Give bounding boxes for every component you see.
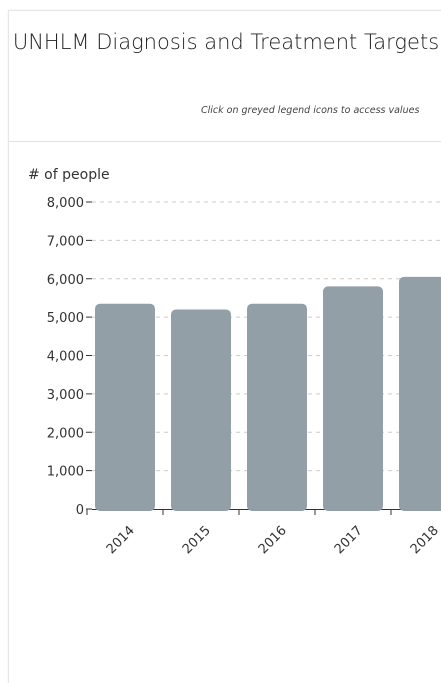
bar-2018[interactable] bbox=[399, 276, 441, 511]
x-tick-label: 2014 bbox=[104, 523, 138, 557]
y-tick-label: 8,000 bbox=[47, 196, 84, 211]
y-axis-label: # of people bbox=[28, 167, 110, 183]
chart-header: UNHLM Diagnosis and Treatment Targets Cl… bbox=[9, 11, 441, 142]
x-tick-label: 2016 bbox=[256, 523, 290, 557]
y-tick-label: 4,000 bbox=[47, 350, 84, 365]
x-tick-label: 2017 bbox=[332, 523, 366, 557]
bar-2016[interactable] bbox=[247, 303, 307, 511]
y-tick-label: 3,000 bbox=[47, 388, 84, 403]
y-tick-label: 5,000 bbox=[47, 311, 84, 326]
bar-2015[interactable] bbox=[171, 309, 231, 511]
y-tick-label: 1,000 bbox=[47, 465, 84, 480]
chart-subtitle: Click on greyed legend icons to access v… bbox=[201, 105, 420, 116]
y-tick-label: 2,000 bbox=[47, 426, 84, 441]
y-tick-label: 6,000 bbox=[47, 273, 84, 288]
x-tick-label: 2018 bbox=[408, 523, 441, 557]
y-tick-label: 0 bbox=[76, 503, 84, 518]
chart-title: UNHLM Diagnosis and Treatment Targets bbox=[12, 30, 440, 54]
x-tick-label: 2015 bbox=[180, 523, 214, 557]
bar-2017[interactable] bbox=[323, 286, 383, 511]
y-tick-label: 7,000 bbox=[47, 234, 84, 249]
bar-2014[interactable] bbox=[95, 303, 155, 511]
